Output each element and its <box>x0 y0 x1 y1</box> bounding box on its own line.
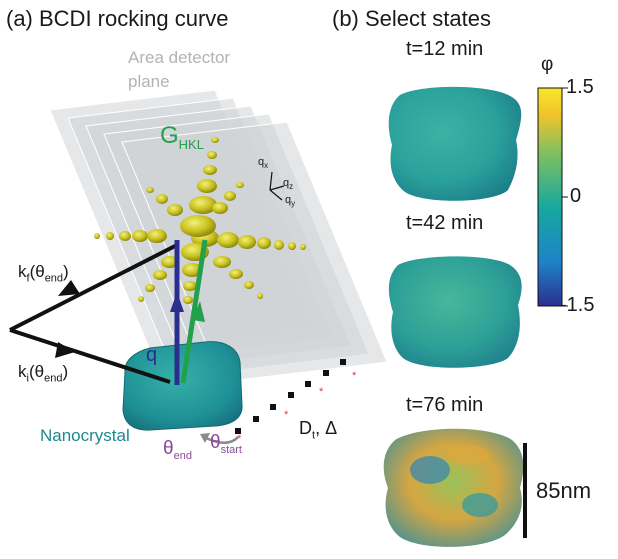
state-shape-76min <box>383 428 524 547</box>
qy-sub: y <box>291 199 296 209</box>
qx-main: q <box>258 156 265 168</box>
kf-arg: (θ <box>29 262 45 281</box>
q-axes <box>269 171 285 201</box>
detector-label-line2: plane <box>128 72 170 91</box>
qx-label: qx <box>258 156 268 170</box>
ki-sub: i <box>26 372 29 385</box>
qy-label: qy <box>285 194 295 208</box>
ki-close: ) <box>62 362 69 381</box>
kf-arg-sub: end <box>44 272 64 285</box>
kf-label: kf(θend) <box>18 262 69 284</box>
colorbar <box>537 87 563 307</box>
theta-end-main: θ <box>163 438 174 459</box>
svg-text:*: * <box>352 370 357 382</box>
ki-main: k <box>18 362 27 381</box>
rocking-dots: * * * * <box>235 359 357 445</box>
panel-a-title: (a) BCDI rocking curve <box>6 6 229 31</box>
g-vector <box>180 239 208 384</box>
colorbar-max: 1.5 <box>566 76 594 98</box>
rotation-arrow <box>205 436 239 444</box>
state-shape-42min <box>388 256 522 368</box>
state-label-12min: t=12 min <box>406 38 484 60</box>
q-vector <box>170 240 184 385</box>
svg-text:*: * <box>319 386 324 398</box>
colorbar-symbol: φ <box>541 54 554 75</box>
svg-text:*: * <box>237 433 242 445</box>
state-label-76min: t=76 min <box>406 394 484 416</box>
dt-rest: , Δ <box>315 418 338 438</box>
qz-main: q <box>283 177 290 189</box>
colorbar-min: -1.5 <box>560 294 595 316</box>
ki-arg-sub: end <box>44 372 63 385</box>
kf-close: ) <box>63 262 69 281</box>
svg-text:*: * <box>284 409 289 421</box>
ki-label: ki(θend) <box>18 362 68 384</box>
q-label: q <box>146 344 158 366</box>
g-label-sub: HKL <box>178 136 204 152</box>
qz-sub: z <box>289 182 294 192</box>
g-label-main: G <box>160 122 179 149</box>
ki-arg: (θ <box>28 362 45 381</box>
theta-end-label: θend <box>163 438 192 462</box>
qx-sub: x <box>264 161 269 171</box>
panel-b-title: (b) Select states <box>332 6 491 31</box>
g-hkl-label: GHKL <box>160 122 204 152</box>
nanocrystal-label: Nanocrystal <box>40 426 130 445</box>
theta-start-main: θ <box>210 432 221 453</box>
theta-end-sub: end <box>173 449 192 462</box>
beam-vectors <box>9 243 178 384</box>
scalebar-label: 85nm <box>536 478 592 503</box>
qz-label: qz <box>283 177 293 191</box>
dt-delta-label: Dt, Δ <box>299 418 337 442</box>
theta-start-sub: start <box>220 443 242 456</box>
nanocrystal-shape <box>122 341 243 431</box>
colorbar-mid: 0 <box>570 185 582 207</box>
theta-start-label: θstart <box>210 432 242 456</box>
qy-main: q <box>285 194 292 206</box>
state-shape-12min <box>388 86 522 201</box>
kf-sub: f <box>26 272 30 285</box>
kf-main: k <box>18 262 27 281</box>
dt-sub: t <box>312 429 316 442</box>
state-label-42min: t=42 min <box>406 212 484 234</box>
detector-label-line1: Area detector <box>128 48 231 67</box>
dt-main: D <box>299 418 312 438</box>
